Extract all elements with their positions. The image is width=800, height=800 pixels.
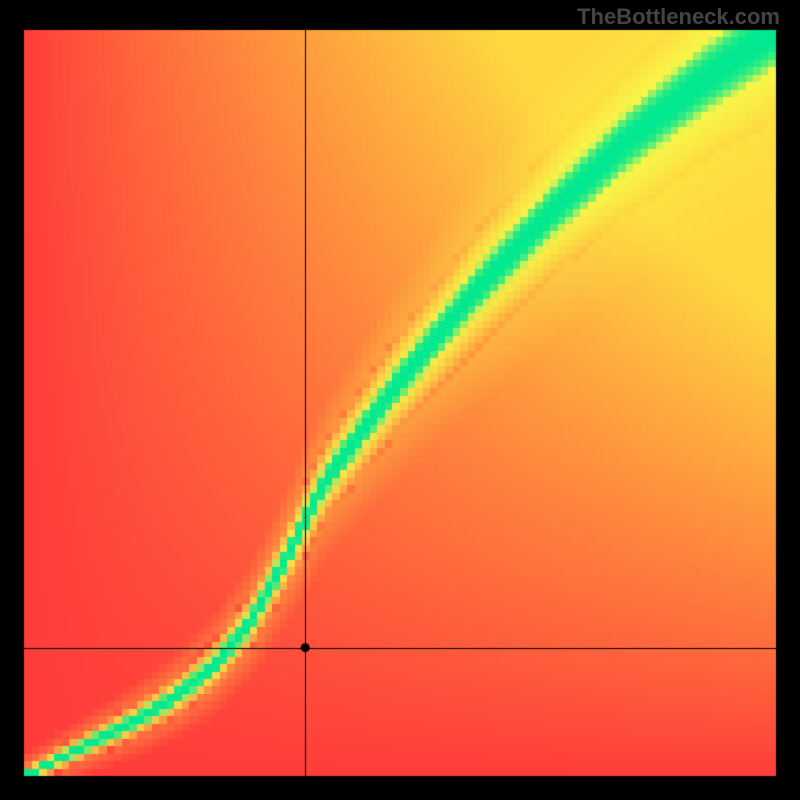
bottleneck-heatmap xyxy=(0,0,800,800)
watermark-text: TheBottleneck.com xyxy=(577,4,780,30)
chart-container: TheBottleneck.com xyxy=(0,0,800,800)
